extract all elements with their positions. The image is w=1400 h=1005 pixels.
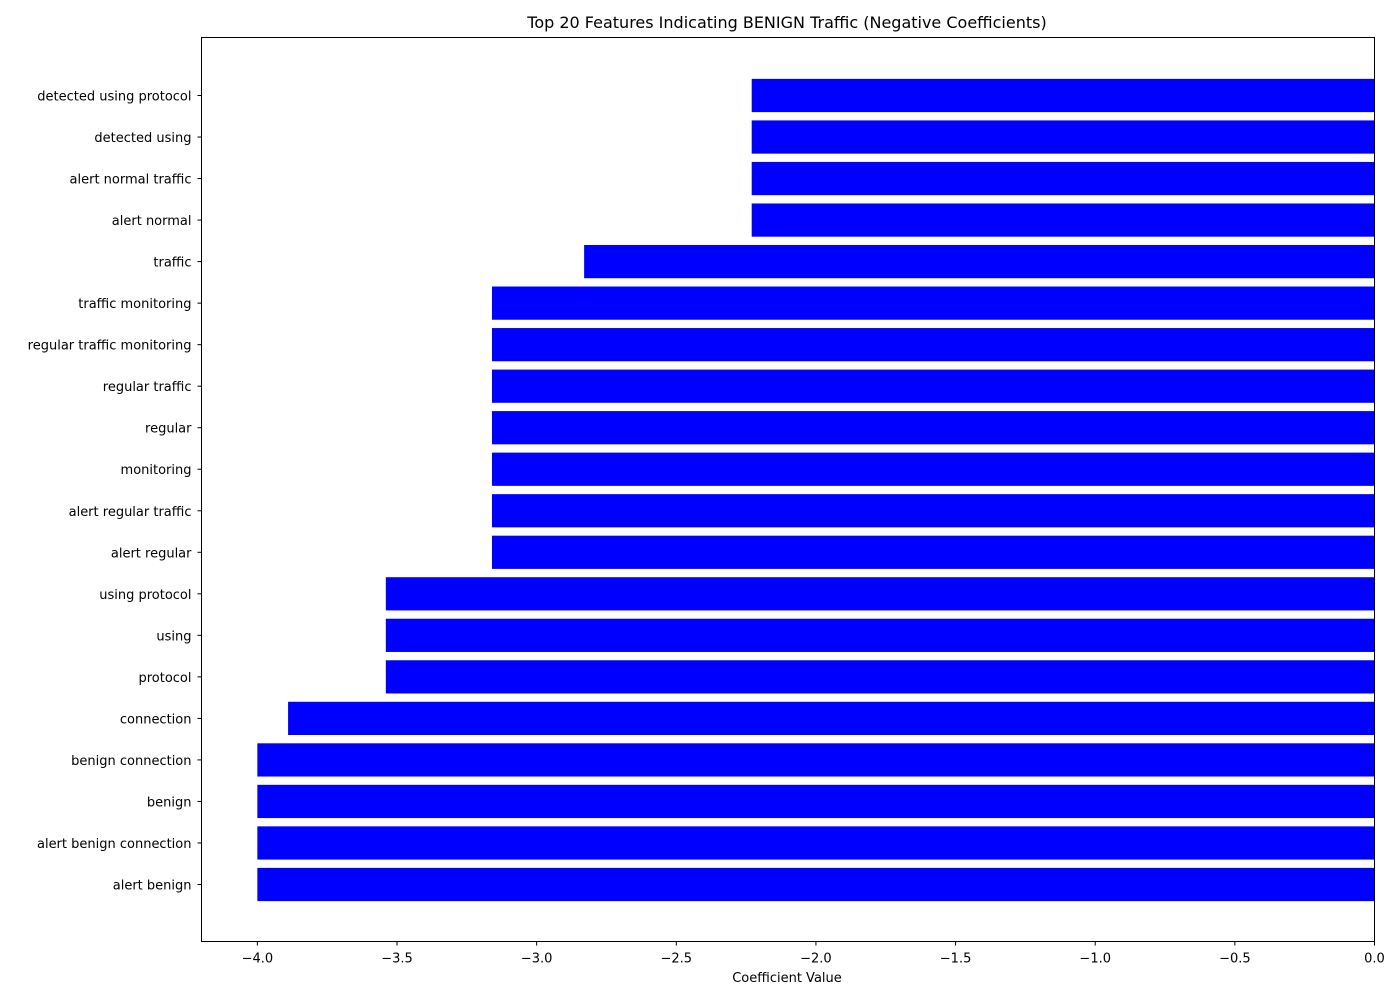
plot-frame — [201, 37, 1375, 942]
y-tick-label: alert normal — [112, 214, 192, 229]
category-labels-group: detected using protocol detected using ale… — [28, 90, 202, 894]
bar — [491, 328, 1375, 362]
y-tick-label: regular — [145, 422, 192, 437]
y-tick-label: traffic — [153, 256, 191, 271]
bar — [584, 244, 1375, 279]
x-tick-label: −3.0 — [521, 952, 553, 967]
y-tick-label: using — [156, 629, 191, 644]
bar — [751, 120, 1375, 154]
y-tick-label: alert benign connection — [37, 837, 192, 852]
y-tick-label: detected using — [94, 131, 191, 146]
bar — [385, 660, 1375, 694]
bar — [288, 701, 1375, 736]
bar — [385, 577, 1375, 611]
x-tick-label: −2.5 — [660, 952, 692, 967]
bar — [491, 452, 1375, 486]
y-tick-label: detected using protocol — [37, 90, 191, 105]
x-tick-label: 0.0 — [1364, 952, 1385, 967]
y-tick-label: alert regular — [111, 546, 192, 561]
y-tick-label: connection — [120, 712, 192, 727]
chart-title: Top 20 Features Indicating BENIGN Traffi… — [526, 13, 1046, 32]
y-tick-label: benign — [147, 795, 192, 810]
x-tick-label: −4.0 — [242, 952, 274, 967]
y-tick-label: alert regular traffic — [69, 505, 192, 520]
bar — [385, 618, 1375, 652]
bar — [491, 286, 1375, 320]
bar — [751, 203, 1375, 237]
bar — [257, 826, 1375, 860]
bar — [491, 369, 1375, 403]
bar — [491, 411, 1375, 445]
y-tick-label: alert benign — [113, 879, 192, 894]
x-tick-label: −1.5 — [940, 952, 972, 967]
y-tick-label: using protocol — [99, 588, 191, 603]
x-tick-label: −1.0 — [1079, 952, 1111, 967]
bar — [257, 784, 1375, 819]
x-axis-label: Coefficient Value — [732, 971, 842, 986]
y-tick-label: alert normal traffic — [70, 173, 192, 188]
bar — [257, 743, 1375, 777]
y-tick-label: traffic monitoring — [78, 297, 191, 312]
x-tick-label: −3.5 — [381, 952, 413, 967]
y-tick-label: protocol — [138, 671, 191, 686]
x-tick-label: −0.5 — [1219, 952, 1251, 967]
x-ticks-group: −4.0 −3.5 −3.0 −2.5 −2.0 −1.5 −1.0 −0.5 0.0 — [242, 941, 1385, 967]
y-tick-label: regular traffic monitoring — [28, 339, 192, 354]
x-tick-label: −2.0 — [800, 952, 832, 967]
bar — [751, 78, 1375, 113]
y-tick-label: benign connection — [71, 754, 191, 769]
y-tick-label: monitoring — [121, 463, 192, 478]
bar — [491, 535, 1375, 569]
bar — [491, 494, 1375, 528]
bars-group — [257, 78, 1375, 902]
y-tick-label: regular traffic — [103, 380, 192, 395]
bar — [751, 161, 1375, 196]
bar — [257, 867, 1375, 902]
